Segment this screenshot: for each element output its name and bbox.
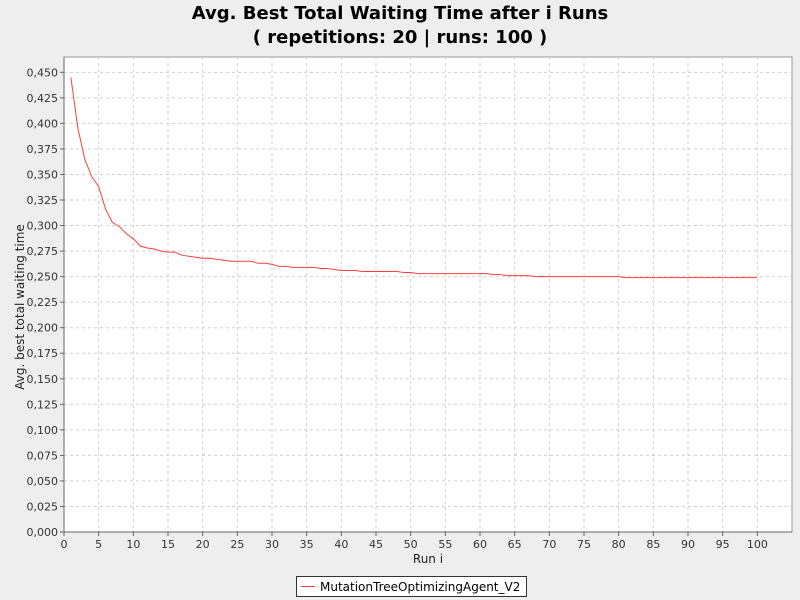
y-tick-label: 0,000 (27, 526, 59, 539)
x-tick-label: 80 (612, 538, 626, 551)
axes (63, 57, 792, 533)
tick-labels: 0 5 10 15 20 25 30 35 40 45 50 55 60 65 70 75 80 85 90 95 10… (27, 66, 768, 551)
x-tick-label: 95 (716, 538, 730, 551)
legend-label: MutationTreeOptimizingAgent_V2 (320, 579, 521, 594)
x-tick-label: 55 (438, 538, 452, 551)
x-tick-label: 75 (577, 538, 591, 551)
y-tick-label: 0,125 (27, 398, 59, 411)
x-tick-label: 85 (646, 538, 660, 551)
y-tick-label: 0,325 (27, 194, 59, 207)
x-tick-label: 100 (747, 538, 768, 551)
x-tick-label: 60 (473, 538, 487, 551)
y-tick-label: 0,250 (27, 271, 59, 284)
x-tick-label: 5 (95, 538, 102, 551)
x-tick-label: 0 (61, 538, 68, 551)
y-tick-label: 0,350 (27, 168, 59, 181)
y-tick-label: 0,450 (27, 66, 59, 79)
y-tick-label: 0,275 (27, 245, 59, 258)
series-layer (70, 77, 758, 279)
y-axis-label: Avg. best total waiting time (13, 224, 27, 390)
grid-lines (64, 57, 792, 532)
y-tick-label: 0,225 (27, 296, 59, 309)
x-tick-label: 15 (161, 538, 175, 551)
y-tick-label: 0,375 (27, 143, 59, 156)
y-tick-label: 0,400 (27, 117, 59, 130)
x-tick-label: 50 (404, 538, 418, 551)
y-tick-label: 0,050 (27, 475, 59, 488)
x-tick-label: 90 (681, 538, 695, 551)
x-tick-label: 65 (508, 538, 522, 551)
x-tick-label: 20 (196, 538, 210, 551)
series-line (70, 77, 758, 279)
x-tick-label: 10 (126, 538, 140, 551)
y-tick-label: 0,175 (27, 347, 59, 360)
x-tick-label: 35 (300, 538, 314, 551)
y-tick-label: 0,150 (27, 373, 59, 386)
chart-title: Avg. Best Total Waiting Time after i Run… (191, 3, 609, 24)
x-tick-label: 70 (542, 538, 556, 551)
y-tick-label: 0,200 (27, 322, 59, 335)
x-tick-label: 25 (230, 538, 244, 551)
y-tick-label: 0,425 (27, 92, 59, 105)
legend: MutationTreeOptimizingAgent_V2 (296, 576, 528, 597)
y-tick-label: 0,300 (27, 220, 59, 233)
y-tick-label: 0,025 (27, 500, 59, 513)
x-tick-label: 40 (334, 538, 348, 551)
y-tick-label: 0,075 (27, 449, 59, 462)
x-axis-label: Run i (413, 552, 443, 566)
x-tick-label: 45 (369, 538, 383, 551)
y-tick-label: 0,100 (27, 424, 59, 437)
x-tick-label: 30 (265, 538, 279, 551)
plot-background (63, 56, 793, 533)
chart-subtitle: ( repetitions: 20 | runs: 100 ) (252, 27, 548, 48)
legend-swatch (301, 586, 315, 587)
